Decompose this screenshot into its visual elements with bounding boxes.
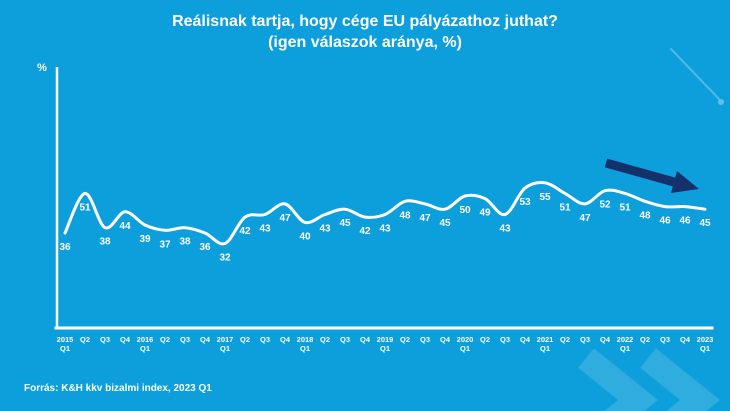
x-tick-quarter: Q2	[80, 335, 90, 344]
data-label: 38	[179, 237, 191, 248]
x-tick-year: 2015	[57, 335, 74, 344]
trend-arrow-shaft	[604, 158, 676, 187]
data-label: 45	[339, 218, 351, 229]
x-tick-year: 2021	[537, 335, 554, 344]
x-tick-quarter: Q1	[700, 344, 710, 353]
x-tick-quarter: Q1	[620, 344, 630, 353]
data-label: 53	[519, 197, 531, 208]
x-tick-quarter: Q4	[200, 335, 211, 344]
x-tick-quarter: Q4	[440, 335, 451, 344]
data-label: 45	[439, 218, 451, 229]
data-label: 49	[479, 208, 491, 219]
y-axis-label: %	[37, 62, 47, 74]
x-tick-year: 2019	[377, 335, 394, 344]
x-tick-quarter: Q1	[460, 344, 470, 353]
series-path	[63, 181, 707, 246]
data-label: 51	[79, 202, 91, 213]
x-tick-quarter: Q3	[580, 335, 590, 344]
data-label: 40	[299, 231, 311, 242]
x-tick-quarter: Q4	[680, 335, 691, 344]
decor-diagonal-dot	[718, 99, 724, 105]
data-label: 48	[639, 210, 651, 221]
x-tick-quarter: Q2	[480, 335, 490, 344]
x-tick-quarter: Q3	[100, 335, 110, 344]
x-tick-quarter: Q3	[660, 335, 670, 344]
x-tick-quarter: Q3	[340, 335, 350, 344]
x-tick-quarter: Q2	[400, 335, 410, 344]
data-label: 32	[219, 253, 231, 264]
data-label: 45	[699, 218, 711, 229]
data-label: 52	[599, 200, 611, 211]
x-tick-year: 2018	[297, 335, 314, 344]
data-label: 42	[359, 226, 371, 237]
trend-arrow	[604, 158, 699, 193]
data-label: 47	[279, 213, 291, 224]
trend-arrow-head	[671, 171, 699, 193]
x-tick-quarter: Q2	[640, 335, 650, 344]
data-label: 51	[559, 202, 571, 213]
data-label: 51	[619, 202, 631, 213]
data-label: 47	[419, 213, 431, 224]
data-label: 47	[579, 213, 591, 224]
x-tick-quarter: Q4	[520, 335, 531, 344]
data-label: 46	[659, 216, 671, 227]
x-tick-year: 2016	[137, 335, 154, 344]
x-tick-quarter: Q1	[380, 344, 390, 353]
data-label: 42	[239, 226, 251, 237]
x-tick-quarter: Q1	[540, 344, 550, 353]
data-label: 55	[539, 192, 551, 203]
x-tick-quarter: Q1	[220, 344, 230, 353]
data-label: 46	[679, 216, 691, 227]
x-tick-quarter: Q2	[320, 335, 330, 344]
x-tick-quarter: Q4	[600, 335, 611, 344]
data-label: 39	[139, 234, 151, 245]
x-tick-year: 2020	[457, 335, 474, 344]
source-caption: Forrás: K&H kkv bizalmi index, 2023 Q1	[24, 383, 212, 394]
data-label: 43	[319, 224, 331, 235]
axes: %	[37, 62, 714, 330]
x-tick-quarter: Q2	[560, 335, 570, 344]
data-label: 38	[99, 237, 111, 248]
x-tick-quarter: Q2	[160, 335, 170, 344]
x-tick-quarter: Q4	[120, 335, 131, 344]
data-label: 37	[159, 239, 171, 250]
x-tick-year: 2023	[697, 335, 714, 344]
chart-title-line1: Reálisnak tartja, hogy cége EU pályázath…	[172, 13, 558, 30]
data-label: 43	[499, 224, 511, 235]
x-tick-year: 2022	[617, 335, 634, 344]
data-label: 43	[379, 224, 391, 235]
chart-title-line2: (igen válaszok aránya, %)	[268, 34, 462, 51]
x-tick-quarter: Q3	[260, 335, 270, 344]
x-tick-quarter: Q4	[280, 335, 291, 344]
data-label: 44	[119, 221, 131, 232]
x-tick-quarter: Q2	[240, 335, 250, 344]
chevron-right-icon	[640, 348, 720, 411]
x-tick-quarter: Q3	[420, 335, 430, 344]
x-tick-quarter: Q1	[300, 344, 310, 353]
chart-title: Reálisnak tartja, hogy cége EU pályázath…	[0, 11, 730, 53]
data-label: 43	[259, 224, 271, 235]
data-label: 50	[459, 205, 471, 216]
data-label: 48	[399, 210, 411, 221]
data-label: 36	[199, 242, 211, 253]
x-tick-quarter: Q1	[60, 344, 70, 353]
background-decor	[578, 48, 724, 411]
decor-diagonal-line	[670, 48, 720, 100]
chevron-right-icon	[578, 348, 658, 411]
x-tick-quarter: Q3	[500, 335, 510, 344]
x-tick-quarter: Q4	[360, 335, 371, 344]
x-tick-year: 2017	[217, 335, 234, 344]
x-tick-quarter: Q1	[140, 344, 150, 353]
data-label: 36	[59, 242, 71, 253]
x-tick-quarter: Q3	[180, 335, 190, 344]
data-labels: 36 51 38 44 39 37 38 36 32 42 43 47 40 43 45 42 43 48 47 45…	[59, 192, 711, 264]
